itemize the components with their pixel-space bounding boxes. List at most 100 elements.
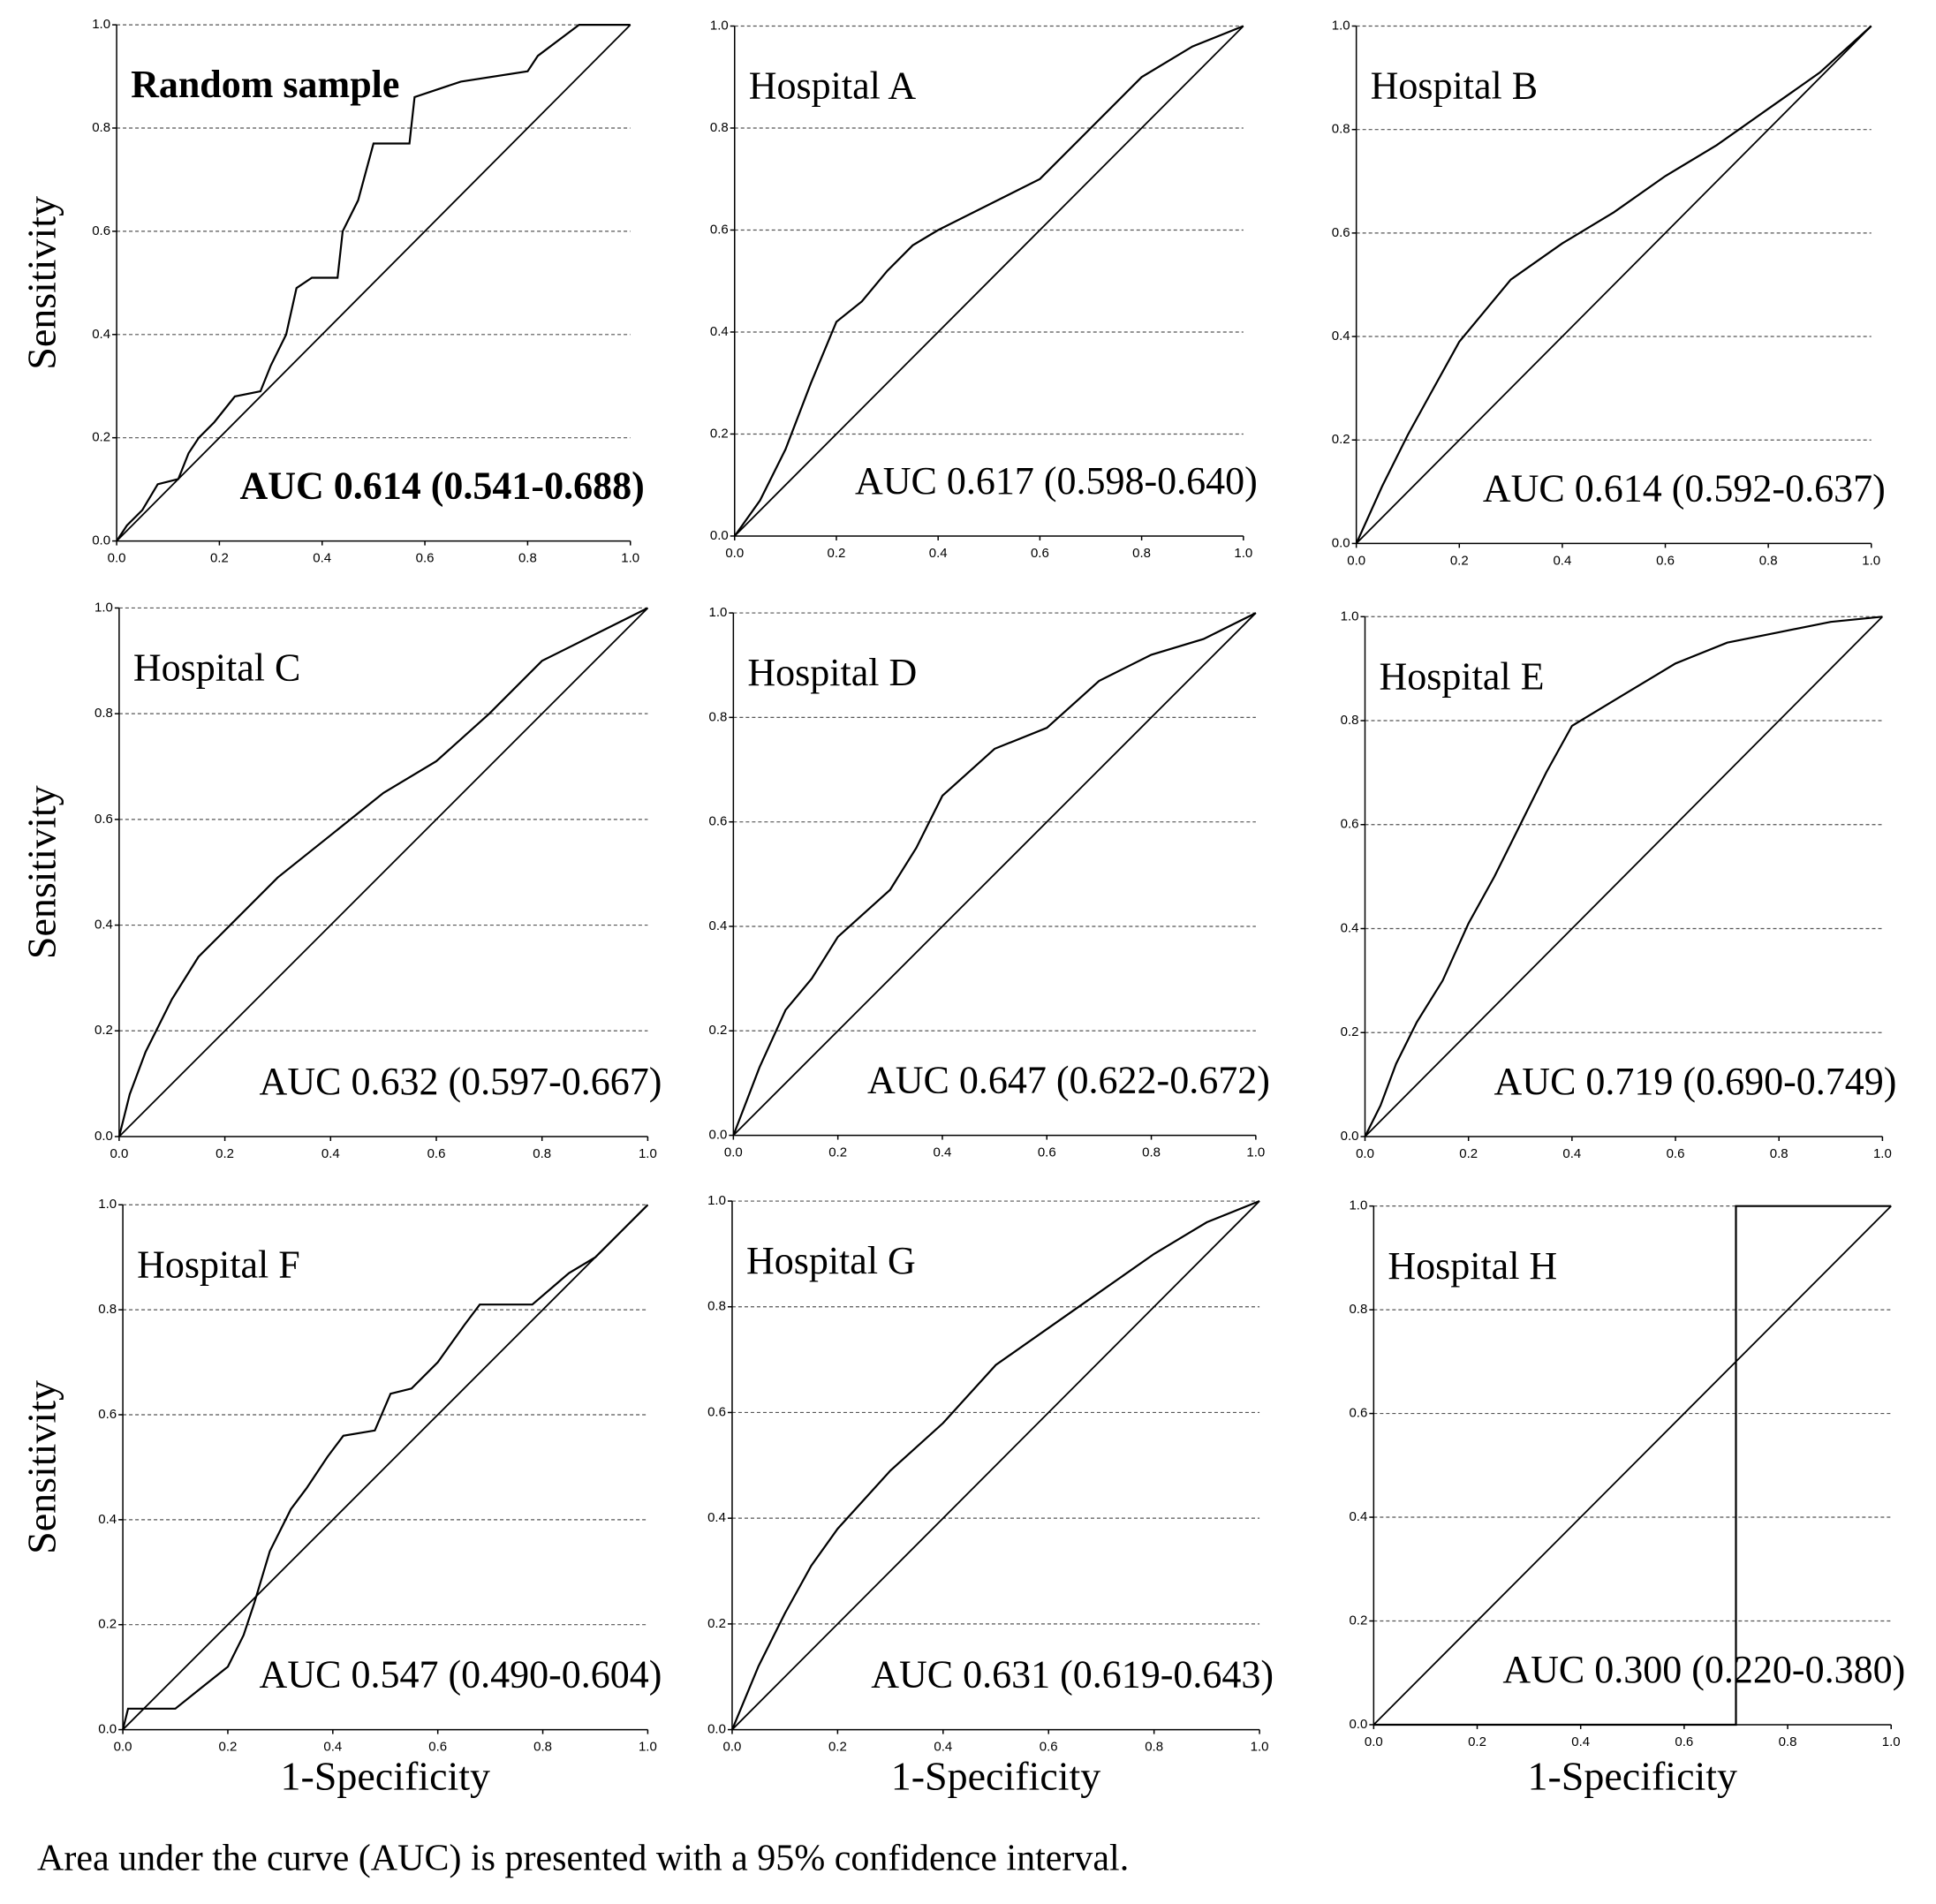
roc-curve	[117, 607, 648, 1137]
y-tick-label: 0.4	[1332, 329, 1350, 344]
x-tick-label: 0.8	[533, 1740, 552, 1755]
y-tick-label: 1.0	[1332, 18, 1350, 33]
x-tick-label: 0.0	[723, 1740, 742, 1755]
x-tick-label: 0.0	[1365, 1734, 1383, 1749]
y-tick-label: 0.8	[708, 709, 727, 724]
x-tick-label: 0.2	[219, 1740, 238, 1755]
x-tick-label: 0.6	[1038, 1145, 1056, 1160]
y-tick-label: 0.2	[98, 1617, 117, 1632]
y-tick-label: 1.0	[708, 605, 727, 620]
auc-annotation: AUC 0.614 (0.592-0.637)	[1483, 466, 1886, 510]
y-tick-label: 0.0	[95, 1129, 113, 1144]
panel-title: Random sample	[131, 63, 399, 106]
x-tick-label: 1.0	[639, 1146, 657, 1161]
y-tick-label: 0.4	[707, 1510, 726, 1525]
x-tick-label: 1.0	[1251, 1740, 1269, 1755]
panel-title: Hospital A	[749, 64, 917, 108]
y-tick-label: 0.6	[98, 1407, 117, 1422]
y-tick-label: 0.0	[1332, 535, 1350, 550]
y-tick-label: 0.0	[708, 1128, 727, 1143]
roc-curve	[1373, 1205, 1892, 1726]
x-tick-label: 1.0	[1882, 1734, 1901, 1749]
reference-line	[734, 25, 1244, 537]
y-tick-label: 0.8	[1332, 122, 1350, 137]
x-tick-label: 0.6	[416, 551, 435, 566]
x-tick-label: 0.4	[934, 1145, 952, 1160]
reference-line	[1364, 616, 1884, 1137]
roc-curve	[730, 1199, 1260, 1731]
y-tick-label: 0.4	[95, 918, 113, 933]
auc-annotation: AUC 0.547 (0.490-0.604)	[260, 1653, 662, 1696]
x-tick-label: 0.8	[1145, 1740, 1163, 1755]
y-tick-label: 0.0	[710, 528, 729, 543]
y-axis-label: Sensitivity	[19, 1380, 64, 1554]
panel-title: Hospital G	[746, 1239, 916, 1282]
roc-curve	[116, 24, 631, 542]
x-tick-label: 0.6	[427, 1146, 446, 1161]
x-tick-label: 0.6	[1667, 1146, 1685, 1161]
x-tick-label: 0.8	[533, 1146, 551, 1161]
y-tick-label: 0.6	[1349, 1406, 1367, 1421]
y-tick-label: 0.4	[92, 327, 110, 342]
panel-title: Hospital C	[133, 646, 300, 690]
y-tick-label: 0.8	[1349, 1302, 1367, 1317]
y-tick-label: 0.8	[98, 1302, 117, 1317]
roc-curve	[1355, 25, 1872, 544]
roc-curve	[732, 612, 1257, 1136]
auc-annotation: AUC 0.631 (0.619-0.643)	[871, 1653, 1274, 1696]
x-tick-label: 0.2	[828, 546, 846, 561]
y-tick-label: 0.6	[1332, 225, 1350, 240]
y-tick-label: 1.0	[1349, 1198, 1367, 1213]
y-tick-label: 0.2	[92, 430, 110, 445]
reference-line	[731, 1200, 1260, 1731]
roc-curve	[733, 25, 1244, 537]
y-tick-label: 1.0	[92, 17, 110, 32]
y-tick-label: 0.2	[1349, 1613, 1367, 1628]
y-tick-label: 0.6	[95, 812, 113, 827]
y-tick-label: 0.0	[707, 1722, 726, 1737]
x-tick-label: 0.8	[1770, 1146, 1789, 1161]
x-tick-label: 0.2	[210, 551, 229, 566]
x-tick-label: 0.0	[724, 1145, 743, 1160]
roc-curve	[122, 1204, 649, 1730]
y-tick-label: 0.0	[1341, 1129, 1359, 1144]
x-tick-label: 0.6	[428, 1740, 447, 1755]
x-axis-label: 1-Specificity	[280, 1754, 490, 1799]
reference-line	[732, 612, 1257, 1137]
auc-annotation: AUC 0.614 (0.541-0.688)	[239, 465, 644, 508]
x-tick-label: 0.8	[1759, 553, 1778, 568]
x-tick-label: 0.6	[1675, 1734, 1693, 1749]
reference-line	[1373, 1205, 1892, 1726]
x-axis-label: 1-Specificity	[1527, 1754, 1737, 1799]
x-tick-label: 0.2	[828, 1740, 847, 1755]
y-tick-label: 0.2	[707, 1616, 726, 1631]
y-tick-label: 0.6	[92, 223, 110, 238]
auc-annotation: AUC 0.632 (0.597-0.667)	[260, 1060, 662, 1103]
y-tick-label: 0.6	[708, 814, 727, 829]
y-tick-label: 0.2	[95, 1023, 113, 1038]
x-tick-label: 0.6	[1656, 553, 1675, 568]
x-tick-label: 0.0	[1347, 553, 1365, 568]
y-tick-label: 0.0	[92, 533, 110, 548]
x-tick-label: 0.4	[1562, 1146, 1581, 1161]
y-tick-label: 0.4	[710, 324, 729, 339]
y-tick-label: 0.8	[707, 1299, 726, 1314]
x-tick-label: 0.4	[1571, 1734, 1590, 1749]
x-tick-label: 1.0	[621, 551, 639, 566]
y-tick-label: 0.6	[707, 1404, 726, 1419]
y-tick-label: 0.0	[1349, 1717, 1367, 1732]
x-tick-label: 0.0	[725, 546, 744, 561]
panel-title: Hospital F	[137, 1243, 300, 1286]
x-tick-label: 1.0	[1873, 1146, 1892, 1161]
y-tick-label: 0.8	[95, 706, 113, 721]
y-tick-label: 0.4	[1341, 920, 1359, 935]
panel-title: Hospital D	[747, 651, 917, 694]
x-tick-label: 0.4	[929, 546, 948, 561]
panel-title: Hospital E	[1380, 654, 1545, 698]
y-tick-label: 0.4	[1349, 1509, 1367, 1524]
x-tick-label: 0.6	[1040, 1740, 1058, 1755]
x-tick-label: 0.4	[1553, 553, 1571, 568]
panel-title: Hospital B	[1371, 64, 1538, 108]
